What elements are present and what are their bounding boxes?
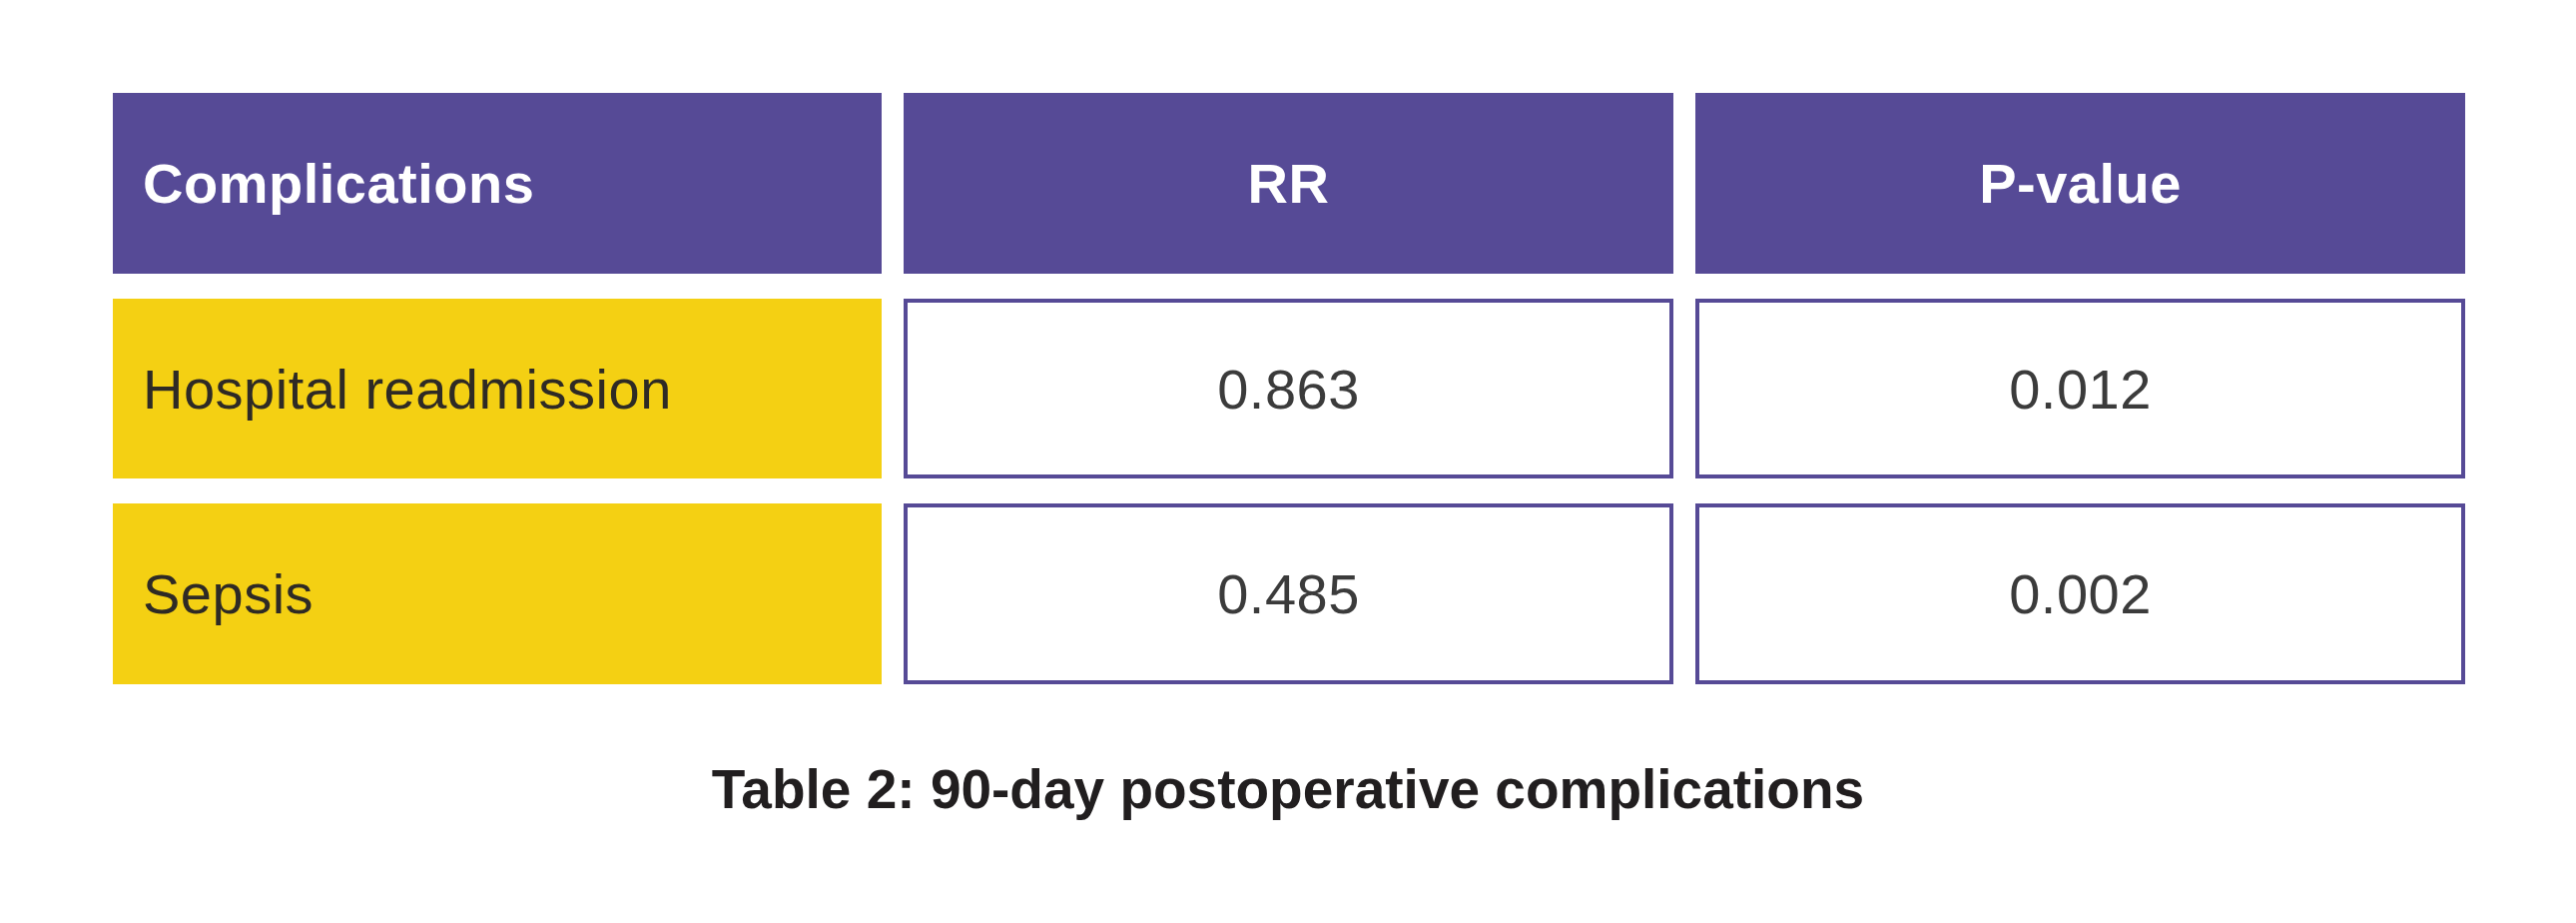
header-cell-rr: RR [904,93,1673,274]
header-cell-pvalue: P-value [1695,93,2465,274]
header-cell-complications: Complications [113,93,882,274]
p-value-sepsis: 0.002 [1695,503,2465,684]
rr-value-hospital-readmission: 0.863 [904,299,1673,478]
figure-canvas: Complications RR P-value Hospital readmi… [0,0,2576,923]
rr-value-sepsis: 0.485 [904,503,1673,684]
row-label-sepsis: Sepsis [113,503,882,684]
table-caption: Table 2: 90-day postoperative complicati… [0,757,2576,821]
complications-table: Complications RR P-value Hospital readmi… [113,93,2465,684]
p-value-hospital-readmission: 0.012 [1695,299,2465,478]
row-label-hospital-readmission: Hospital readmission [113,299,882,478]
